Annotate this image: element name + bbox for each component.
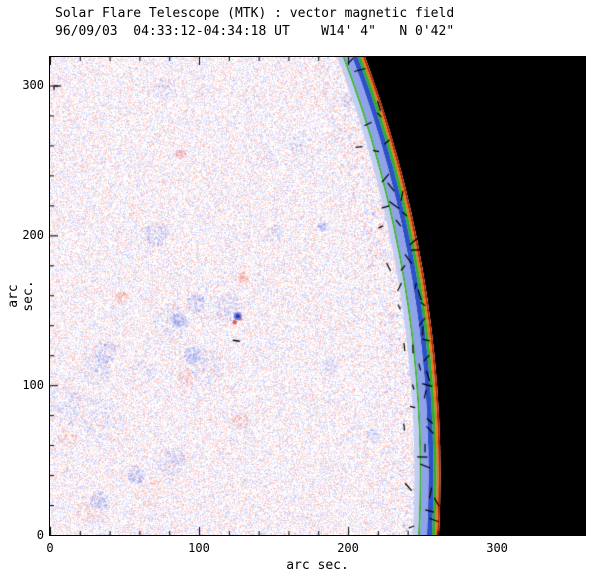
magnetogram-canvas <box>50 57 585 535</box>
figure-title: Solar Flare Telescope (MTK) : vector mag… <box>55 6 455 21</box>
y-axis-label: arc sec. <box>6 280 36 312</box>
x-tick-label: 0 <box>46 541 54 555</box>
x-tick-label: 300 <box>486 541 508 555</box>
y-tick-label: 100 <box>22 378 44 393</box>
x-tick-label: 200 <box>337 541 359 555</box>
plot-frame <box>49 56 586 536</box>
x-tick-label: 100 <box>188 541 210 555</box>
figure-subtitle: 96/09/03 04:33:12-04:34:18 UT W14' 4" N … <box>55 24 455 39</box>
x-axis-label: arc sec. <box>286 558 349 573</box>
y-tick-label: 200 <box>22 228 44 243</box>
y-tick-label: 300 <box>22 78 44 93</box>
y-tick-label: 0 <box>36 528 44 542</box>
